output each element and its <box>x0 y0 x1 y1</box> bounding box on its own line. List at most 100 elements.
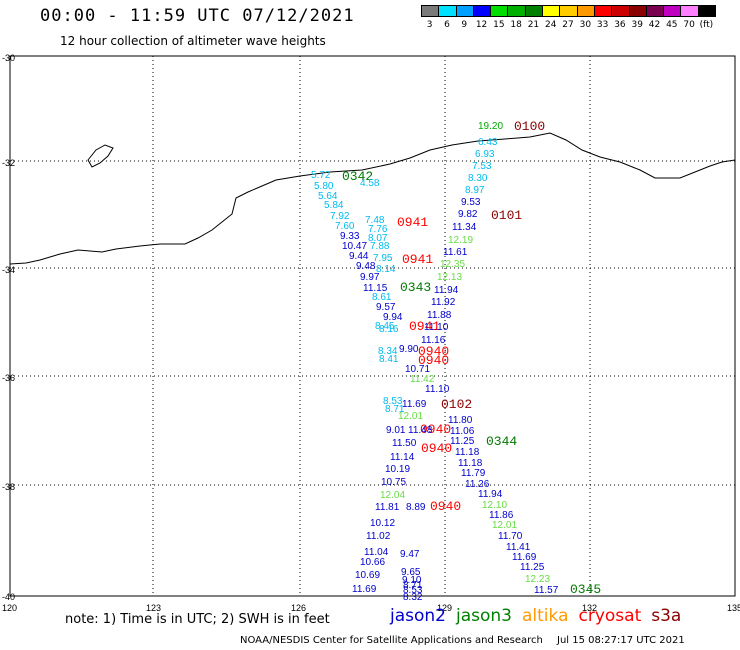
wave-height-value: 8.97 <box>465 185 485 196</box>
latitude-label: -34 <box>2 265 15 275</box>
map-subtitle: 12 hour collection of altimeter wave hei… <box>60 34 326 48</box>
color-swatch <box>697 5 717 17</box>
footer-note: note: 1) Time is in UTC; 2) SWH is in fe… <box>65 612 330 627</box>
pass-time-label: 0941 <box>402 252 433 267</box>
color-scale-label: 9 <box>461 20 468 30</box>
wave-height-value: 6.43 <box>478 137 498 148</box>
color-scale-label: 12 <box>475 20 488 30</box>
latitude-labels: -30 -32 -34 -36 -38 -40 <box>2 53 15 602</box>
wave-height-value: 12.19 <box>448 235 473 246</box>
wave-height-value: 8.45 <box>375 321 395 332</box>
pass-time-label: 0100 <box>514 119 545 134</box>
satellite-legend-item: s3a <box>651 606 682 626</box>
wave-height-value: 8.30 <box>468 173 488 184</box>
wave-height-value: 8.71 <box>403 580 423 591</box>
wave-height-value: 11.34 <box>452 222 477 233</box>
color-scale-label: 70 <box>683 20 695 30</box>
wave-height-value: 10.75 <box>381 477 406 488</box>
wave-height-value: 9.82 <box>458 209 478 220</box>
pass-time-label: 0941 <box>409 319 440 334</box>
pass-time-label: 0343 <box>400 280 431 295</box>
wave-height-value: 8.32 <box>403 592 423 603</box>
color-scale-label: 24 <box>545 20 557 30</box>
pass-time-label: 0940 <box>420 422 451 437</box>
wave-height-value: 11.79 <box>461 468 486 479</box>
color-scale-label: 39 <box>631 20 643 30</box>
wave-height-value: 12.01 <box>398 411 423 422</box>
wave-height-value: 8.14 <box>376 264 396 275</box>
wave-height-value: 7.92 <box>330 211 350 222</box>
color-scale-swatches <box>421 5 717 17</box>
wave-height-value: 10.69 <box>355 570 380 581</box>
satellite-legend-item: jason2 <box>390 606 446 626</box>
wave-height-value: 9.33 <box>340 231 360 242</box>
wave-height-value: 7.53 <box>472 161 492 172</box>
color-scale-label: 18 <box>510 20 522 30</box>
color-scale-label: 21 <box>527 20 540 30</box>
wave-height-value: 11.48 <box>408 425 433 436</box>
wave-height-value: 8.34 <box>378 346 398 357</box>
color-scale-label: 45 <box>666 20 678 30</box>
wave-height-value: 5.72 <box>311 170 331 181</box>
wave-height-value: 7.48 <box>365 215 385 226</box>
wave-height-value: 8.41 <box>379 354 399 365</box>
wave-height-value: 12.10 <box>482 500 507 511</box>
wave-height-value: 11.06 <box>450 426 475 437</box>
wave-height-value: 11.92 <box>431 297 456 308</box>
pass-time-label: 0940 <box>430 499 461 514</box>
map-title: 00:00 - 11:59 UTC 07/12/2021 <box>40 6 355 26</box>
wave-height-value: 5.64 <box>318 191 338 202</box>
credit-text: NOAA/NESDIS Center for Satellite Applica… <box>240 635 543 646</box>
wave-height-value: 12.35 <box>440 259 465 270</box>
wave-height-value: 11.16 <box>421 335 446 346</box>
color-scale-label: 30 <box>579 20 592 30</box>
pass-time-label: 0342 <box>342 169 373 184</box>
pass-time-labels: 0100010103420941094103430941094009400102… <box>342 119 601 597</box>
wave-height-value: 7.76 <box>368 224 388 235</box>
wave-height-values: 19.20 6.436.937.538.308.979.539.82 11.34 12… <box>311 121 559 603</box>
color-scale-label: 27 <box>562 20 574 30</box>
generated-timestamp: Jul 15 08:27:17 UTC 2021 <box>557 635 685 646</box>
wave-height-value: 8.89 <box>406 502 426 513</box>
pass-time-label: 0941 <box>397 215 428 230</box>
wave-height-value: 11.02 <box>366 531 391 542</box>
wave-height-value: 12.13 <box>437 272 462 283</box>
pass-time-label: 0940 <box>418 344 449 359</box>
latitude-label: -36 <box>2 373 15 383</box>
wave-height-value: 9.01 <box>386 425 406 436</box>
wave-height-value: 10.71 <box>405 364 430 375</box>
color-scale-label: 42 <box>648 20 661 30</box>
wave-height-value: 5.84 <box>324 200 344 211</box>
wave-height-value: 11.70 <box>498 531 523 542</box>
satellite-legend: jason2 jason3 altika cryosat s3a <box>390 606 681 626</box>
color-scale-label: 33 <box>596 20 609 30</box>
wave-height-value: 9.53 <box>461 197 481 208</box>
wave-height-value: 11.10 <box>424 322 449 333</box>
latitude-label: -40 <box>2 592 15 602</box>
longitude-label: 123 <box>146 603 161 613</box>
wave-height-value: 7.60 <box>335 221 355 232</box>
wave-height-value: 11.42 <box>410 374 435 385</box>
wave-height-value: 9.94 <box>383 312 403 323</box>
wave-height-value: 9.10 <box>402 575 422 586</box>
wave-height-value: 11.81 <box>375 502 400 513</box>
wave-height-value: 9.48 <box>356 261 376 272</box>
wave-height-value: 11.15 <box>363 283 388 294</box>
satellite-legend-item: jason3 <box>456 606 512 626</box>
wave-height-value: 9.90 <box>399 344 419 355</box>
satellite-legend-item: altika <box>522 606 569 626</box>
color-scale-labels: 3 6 9 12 15 18 21 24 27 30 33 36 39 42 45 70 (ft) <box>421 20 715 30</box>
wave-height-value: 10.19 <box>385 464 410 475</box>
color-scale-legend: 3 6 9 12 15 18 21 24 27 30 33 36 39 42 45 70 (ft) <box>421 5 717 30</box>
island-outline <box>87 144 114 168</box>
wave-height-value: 11.10 <box>425 384 450 395</box>
latitude-label: -32 <box>2 158 15 168</box>
wave-height-value: 11.69 <box>352 584 377 595</box>
latitude-label: -38 <box>2 482 15 492</box>
wave-height-value: 11.86 <box>489 510 514 521</box>
longitude-labels: 120 123 126 129 132 135 <box>2 603 740 613</box>
wave-height-value: 11.41 <box>506 542 531 553</box>
wave-height-value: 8.07 <box>368 233 388 244</box>
wave-height-value: 11.25 <box>450 436 475 447</box>
wave-height-value: 9.44 <box>349 251 369 262</box>
